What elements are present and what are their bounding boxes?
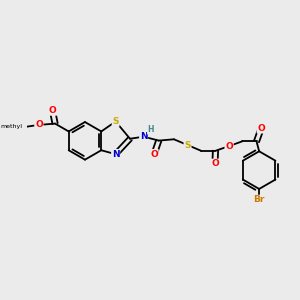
Text: O: O	[211, 159, 219, 168]
Text: H: H	[148, 125, 154, 134]
Text: O: O	[35, 120, 43, 129]
Text: S: S	[184, 140, 191, 149]
Text: methyl: methyl	[0, 124, 22, 130]
Text: O: O	[257, 124, 265, 133]
Text: O: O	[150, 150, 158, 159]
Text: N: N	[112, 150, 119, 159]
Text: O: O	[49, 106, 56, 115]
Text: O: O	[225, 142, 233, 151]
Text: Br: Br	[254, 195, 265, 204]
Text: S: S	[112, 117, 119, 126]
Text: N: N	[140, 132, 147, 141]
